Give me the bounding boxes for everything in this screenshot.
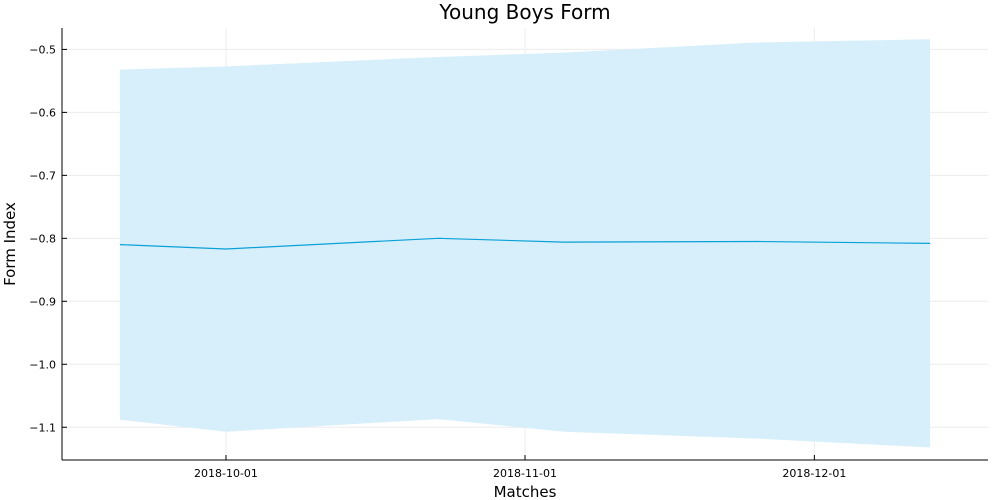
- series-line: [119, 237, 931, 250]
- confidence-band: [119, 39, 931, 448]
- series-line-layer: [119, 237, 931, 250]
- x-tick-label: 2018-10-01: [194, 467, 258, 480]
- x-tick-label: 2018-12-01: [782, 467, 846, 480]
- y-axis-label: Form Index: [1, 202, 19, 286]
- y-tick-label: −1.1: [29, 421, 56, 434]
- y-tick-label: −0.9: [29, 295, 56, 308]
- y-tick-label: −0.7: [29, 169, 56, 182]
- tick-labels: −0.5 −0.6 −0.7 −0.8 −0.9 −1.0 −1.1 2018-10-01 20…: [29, 43, 846, 480]
- y-tick-label: −0.6: [29, 106, 56, 119]
- chart-title: Young Boys Form: [438, 0, 610, 24]
- y-tick-label: −0.8: [29, 232, 56, 245]
- y-tick-label: −0.5: [29, 43, 56, 56]
- x-axis-label: Matches: [494, 483, 557, 500]
- axes: [61, 28, 988, 461]
- y-tick-label: −1.0: [29, 358, 56, 371]
- confidence-band-layer: [119, 39, 931, 448]
- x-tick-label: 2018-11-01: [493, 467, 557, 480]
